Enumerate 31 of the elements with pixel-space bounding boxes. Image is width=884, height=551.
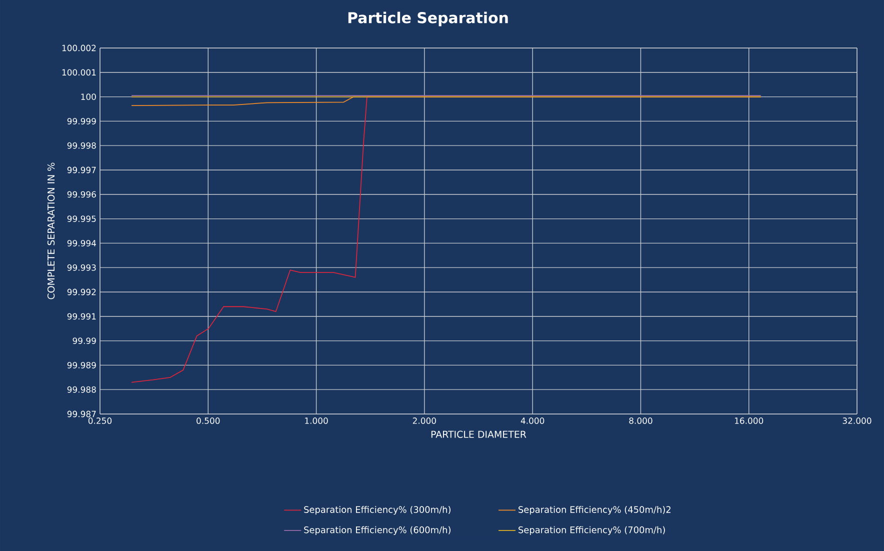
y-tick-label: 99.997: [67, 166, 96, 174]
legend-label: Separation Efficiency% (600m/h): [304, 526, 450, 535]
legend-label: Separation Efficiency% (450m/h)2: [518, 506, 670, 515]
y-tick-label: 99.989: [67, 362, 96, 368]
x-tick-label: 8.000: [629, 418, 652, 424]
x-tick-label: 0.500: [196, 418, 220, 424]
y-tick-label: 99.996: [67, 191, 96, 198]
y-tick-label: 99.987: [67, 410, 96, 418]
x-axis-title: PARTICLE DIAMETER: [431, 430, 526, 438]
y-tick-label: 99.988: [67, 386, 96, 393]
y-tick-label: 99.991: [67, 313, 96, 320]
y-tick-label: 99.993: [67, 264, 96, 271]
y-tick-label: 99.99: [72, 338, 96, 344]
y-tick-label: 99.992: [67, 288, 96, 296]
legend-label: Separation Efficiency% (300m/h): [304, 506, 450, 515]
x-tick-label: 1.000: [305, 418, 328, 424]
y-tick-label: 99.995: [67, 216, 96, 222]
y-tick-label: 100.001: [62, 69, 96, 76]
y-axis-title: COMPLETE SEPARATION IN %: [47, 162, 55, 300]
y-tick-label: 100.002: [62, 44, 96, 52]
legend-label: Separation Efficiency% (700m/h): [518, 526, 665, 535]
y-tick-label: 99.994: [67, 240, 96, 246]
x-tick-label: 32.000: [842, 418, 872, 424]
y-tick-label: 100: [81, 94, 96, 100]
x-tick-label: 4.000: [520, 418, 544, 424]
x-tick-label: 0.250: [88, 418, 112, 424]
y-tick-label: 99.998: [67, 142, 96, 149]
y-tick-label: 99.999: [67, 118, 96, 124]
x-tick-label: 16.000: [734, 418, 764, 424]
x-tick-label: 2.000: [412, 418, 436, 424]
chart-title: Particle Separation: [348, 12, 508, 26]
